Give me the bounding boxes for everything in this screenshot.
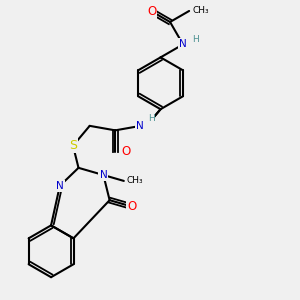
Text: N: N (179, 39, 187, 50)
Text: O: O (121, 145, 130, 158)
Text: N: N (136, 121, 143, 131)
Text: CH₃: CH₃ (127, 176, 143, 185)
Text: O: O (147, 5, 156, 18)
Text: H: H (148, 114, 155, 123)
Text: H: H (193, 34, 199, 43)
Text: S: S (69, 139, 77, 152)
Text: N: N (100, 170, 107, 180)
Text: CH₃: CH₃ (192, 7, 209, 16)
Text: N: N (56, 181, 64, 191)
Text: O: O (127, 200, 136, 213)
